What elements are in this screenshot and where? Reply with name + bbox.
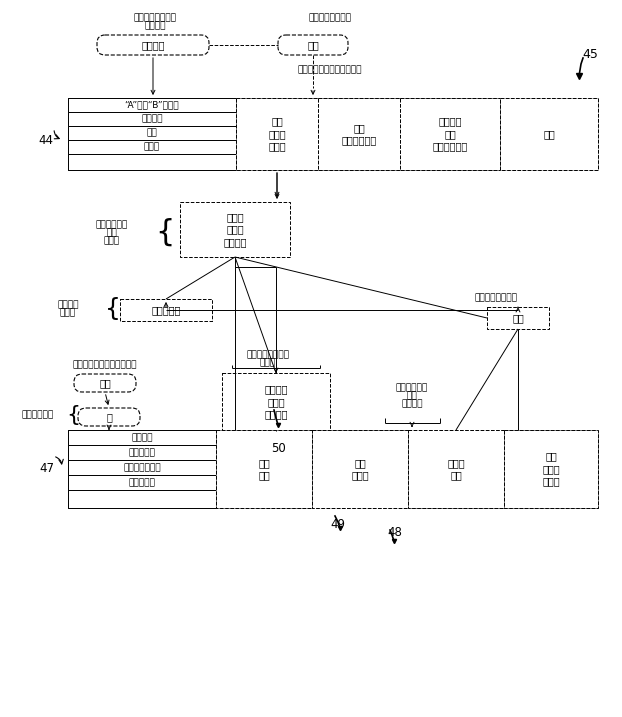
Text: 修理: 修理 bbox=[99, 378, 111, 388]
Text: {: { bbox=[156, 217, 175, 247]
Bar bbox=[68, 430, 216, 445]
Bar bbox=[408, 430, 504, 508]
Bar bbox=[68, 475, 216, 490]
Bar bbox=[180, 202, 290, 257]
Text: 車: 車 bbox=[106, 412, 112, 422]
Bar bbox=[68, 430, 216, 508]
Bar bbox=[487, 307, 549, 329]
Text: コンテクスト特有: コンテクスト特有 bbox=[246, 351, 289, 359]
Text: 操舶: 操舶 bbox=[543, 129, 555, 139]
Text: 対象を
見る: 対象を 見る bbox=[447, 457, 465, 480]
Bar bbox=[400, 98, 500, 170]
Bar bbox=[68, 460, 216, 475]
Text: 他の物体を回避: 他の物体を回避 bbox=[123, 463, 161, 472]
Text: 見る
（航行
支援）: 見る （航行 支援） bbox=[268, 117, 286, 151]
Text: コンテクスト: コンテクスト bbox=[396, 384, 428, 392]
Text: {: { bbox=[105, 297, 121, 321]
Text: 銃を発射: 銃を発射 bbox=[131, 433, 153, 442]
Bar bbox=[68, 98, 236, 170]
Bar bbox=[68, 140, 236, 154]
Text: コースを
設定
（位置決め）: コースを 設定 （位置決め） bbox=[432, 117, 468, 151]
Text: プロセス: プロセス bbox=[401, 399, 423, 409]
Text: 特有: 特有 bbox=[106, 229, 118, 237]
Bar bbox=[68, 154, 236, 170]
Text: ノード: ノード bbox=[104, 237, 120, 245]
Text: 輓送: 輓送 bbox=[307, 40, 319, 50]
Text: 道具を紛失: 道具を紛失 bbox=[151, 305, 180, 315]
Text: 見る: 見る bbox=[512, 313, 524, 323]
Text: コンテクスト特有プロセス: コンテクスト特有プロセス bbox=[298, 65, 362, 75]
Text: ノード: ノード bbox=[60, 308, 76, 318]
Bar bbox=[504, 430, 598, 508]
Bar bbox=[222, 373, 330, 431]
Text: 49: 49 bbox=[330, 518, 345, 531]
Text: コンテクスト特有: コンテクスト特有 bbox=[134, 14, 177, 22]
Text: 対象に命中: 対象に命中 bbox=[129, 448, 156, 457]
Text: 包括的なプロセス: 包括的なプロセス bbox=[475, 293, 518, 303]
Text: 48: 48 bbox=[388, 526, 402, 538]
Text: 船舗航行: 船舗航行 bbox=[141, 40, 165, 50]
Text: プロセス: プロセス bbox=[144, 22, 165, 31]
Text: 経済性: 経済性 bbox=[144, 143, 160, 151]
Text: 47: 47 bbox=[40, 462, 55, 475]
Text: ノード: ノード bbox=[260, 358, 276, 368]
Text: 包括的な: 包括的な bbox=[57, 300, 79, 310]
FancyBboxPatch shape bbox=[97, 35, 209, 55]
Text: スピード: スピード bbox=[141, 115, 163, 123]
Bar bbox=[68, 490, 216, 508]
Bar bbox=[68, 98, 236, 112]
Text: コンテクスト: コンテクスト bbox=[22, 411, 54, 419]
Bar bbox=[68, 445, 216, 460]
Bar bbox=[312, 430, 408, 508]
Text: 50: 50 bbox=[271, 442, 285, 455]
Bar bbox=[68, 126, 236, 140]
Bar bbox=[68, 430, 598, 508]
Bar bbox=[236, 98, 318, 170]
Text: 移動
（エンジン）: 移動 （エンジン） bbox=[341, 123, 377, 146]
Text: 安全: 安全 bbox=[147, 128, 157, 138]
Text: コンテクスト: コンテクスト bbox=[96, 221, 128, 229]
Text: 銃を
調整: 銃を 調整 bbox=[258, 457, 270, 480]
Text: “A”から“B”に航行: “A”から“B”に航行 bbox=[124, 100, 179, 110]
Bar bbox=[500, 98, 598, 170]
Text: 45: 45 bbox=[582, 49, 598, 62]
Text: 眼識の
必要性
（紛失）: 眼識の 必要性 （紛失） bbox=[223, 212, 247, 247]
Text: コンテクスト特有プロセス: コンテクスト特有プロセス bbox=[73, 361, 137, 369]
Bar bbox=[120, 299, 212, 321]
Text: 銃を
向ける: 銃を 向ける bbox=[351, 457, 369, 480]
Bar bbox=[68, 112, 236, 126]
Text: 包括的なプロセス: 包括的なプロセス bbox=[309, 14, 351, 22]
Text: レンチの
必要性
（紛失）: レンチの 必要性 （紛失） bbox=[264, 384, 288, 419]
Bar bbox=[68, 98, 598, 170]
Text: 爆発を回避: 爆発を回避 bbox=[129, 478, 156, 487]
Text: 特有: 特有 bbox=[407, 391, 417, 401]
Bar bbox=[216, 430, 312, 508]
Text: 銃に
弾丸を
込める: 銃に 弾丸を 込める bbox=[542, 452, 560, 486]
FancyBboxPatch shape bbox=[78, 408, 140, 426]
FancyBboxPatch shape bbox=[278, 35, 348, 55]
Bar bbox=[318, 98, 400, 170]
FancyBboxPatch shape bbox=[74, 374, 136, 392]
Text: {: { bbox=[66, 405, 80, 425]
Text: 44: 44 bbox=[39, 133, 53, 146]
